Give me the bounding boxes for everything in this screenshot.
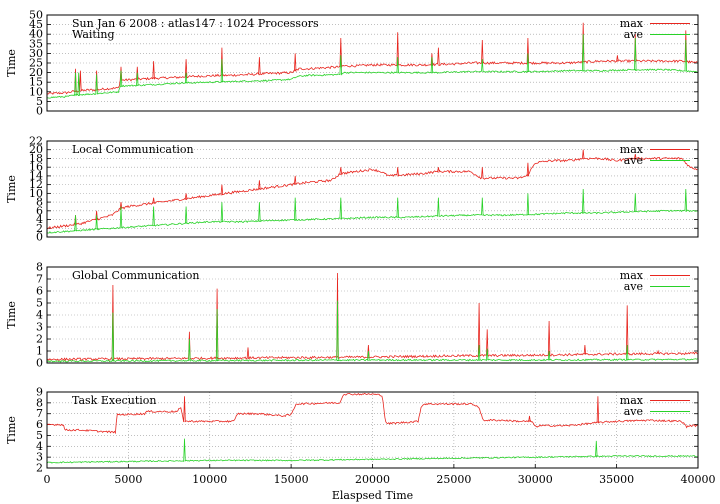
series-line-ave	[46, 188, 698, 234]
y-tick-label: 4	[36, 309, 43, 322]
y-tick-label: 12	[29, 178, 43, 191]
y-tick-label: 2	[36, 462, 43, 475]
panel-title: Task Execution	[72, 394, 156, 407]
plot-frame	[46, 140, 699, 238]
x-tick-label: 30000	[518, 473, 553, 486]
y-axis-label: Time	[5, 49, 18, 77]
y-tick-label: 6	[36, 418, 43, 431]
panel-subtitle: Waiting	[72, 28, 115, 41]
panel-title: Sun Jan 6 2008 : atlas147 : 1024 Process…	[72, 17, 319, 30]
y-tick-label: 2	[36, 222, 43, 235]
x-tick-label: 5000	[114, 473, 142, 486]
y-axis-label: Time	[5, 301, 18, 329]
y-tick-label: 2	[36, 333, 43, 346]
x-tick-label: 20000	[355, 473, 390, 486]
y-tick-label: 0	[36, 357, 43, 370]
x-tick-label: 15000	[274, 473, 309, 486]
y-tick-label: 20	[29, 66, 43, 79]
y-tick-label: 1	[36, 345, 43, 358]
y-tick-label: 0	[36, 231, 43, 244]
y-tick-label: 15	[29, 76, 43, 89]
y-tick-label: 40	[29, 28, 43, 41]
y-tick-label: 5	[36, 429, 43, 442]
x-tick-label: 40000	[681, 473, 716, 486]
x-tick-label: 25000	[436, 473, 471, 486]
y-tick-label: 5	[36, 297, 43, 310]
x-tick-label: 10000	[192, 473, 227, 486]
y-axis-label: Time	[5, 416, 18, 444]
y-tick-label: 9	[36, 386, 43, 399]
legend-label-max: max	[620, 143, 644, 156]
y-tick-label: 50	[29, 9, 43, 22]
y-tick-label: 3	[36, 451, 43, 464]
x-tick-label: 0	[44, 473, 51, 486]
legend-label-ave: ave	[624, 280, 643, 293]
y-tick-label: 4	[36, 440, 43, 453]
y-tick-label: 6	[36, 204, 43, 217]
legend-label-ave: ave	[624, 405, 643, 418]
legend-label-ave: ave	[624, 154, 643, 167]
plot-frame	[46, 14, 699, 112]
legend-label-max: max	[620, 17, 644, 30]
y-tick-label: 35	[29, 37, 43, 50]
plot-frame	[46, 391, 699, 469]
y-tick-label: 7	[36, 273, 43, 286]
y-axis-label: Time	[5, 175, 18, 203]
y-tick-label: 8	[36, 396, 43, 409]
x-tick-label: 35000	[599, 473, 634, 486]
y-tick-label: 30	[29, 47, 43, 60]
series-line-max	[46, 22, 698, 95]
y-tick-label: 45	[29, 18, 43, 31]
y-tick-label: 16	[29, 161, 43, 174]
y-tick-label: 0	[36, 105, 43, 118]
panel-title: Local Communication	[72, 143, 194, 156]
y-tick-label: 6	[36, 285, 43, 298]
legend-label-ave: ave	[624, 28, 643, 41]
y-tick-label: 5	[36, 95, 43, 108]
panel-title: Global Communication	[72, 269, 200, 282]
series-line-ave	[46, 300, 698, 363]
series-line-ave	[46, 34, 698, 99]
y-tick-label: 10	[29, 85, 43, 98]
series-line-max	[46, 149, 698, 230]
y-tick-label: 22	[29, 135, 43, 148]
series-line-max	[46, 272, 698, 362]
y-tick-label: 8	[36, 196, 43, 209]
y-tick-label: 3	[36, 321, 43, 334]
y-tick-label: 18	[29, 152, 43, 165]
y-tick-label: 7	[36, 407, 43, 420]
legend-label-max: max	[620, 269, 644, 282]
y-tick-label: 14	[29, 169, 43, 182]
series-line-max	[46, 392, 698, 435]
x-axis-label: Elaspsed Time	[332, 489, 413, 502]
y-tick-label: 4	[36, 213, 43, 226]
y-tick-label: 25	[29, 57, 43, 70]
series-line-ave	[46, 438, 698, 464]
y-tick-label: 10	[29, 187, 43, 200]
legend-label-max: max	[620, 394, 644, 407]
y-tick-label: 8	[36, 261, 43, 274]
y-tick-label: 20	[29, 143, 43, 156]
plot-frame	[46, 266, 699, 364]
